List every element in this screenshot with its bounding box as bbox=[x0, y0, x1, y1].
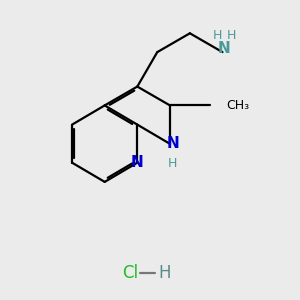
Text: N: N bbox=[167, 136, 179, 151]
Text: CH₃: CH₃ bbox=[226, 99, 249, 112]
Text: N: N bbox=[218, 41, 231, 56]
Text: H: H bbox=[227, 29, 236, 42]
Text: N: N bbox=[131, 155, 144, 170]
Text: H: H bbox=[158, 264, 171, 282]
Text: H: H bbox=[168, 157, 178, 170]
Text: Cl: Cl bbox=[122, 264, 138, 282]
Text: H: H bbox=[212, 29, 222, 42]
